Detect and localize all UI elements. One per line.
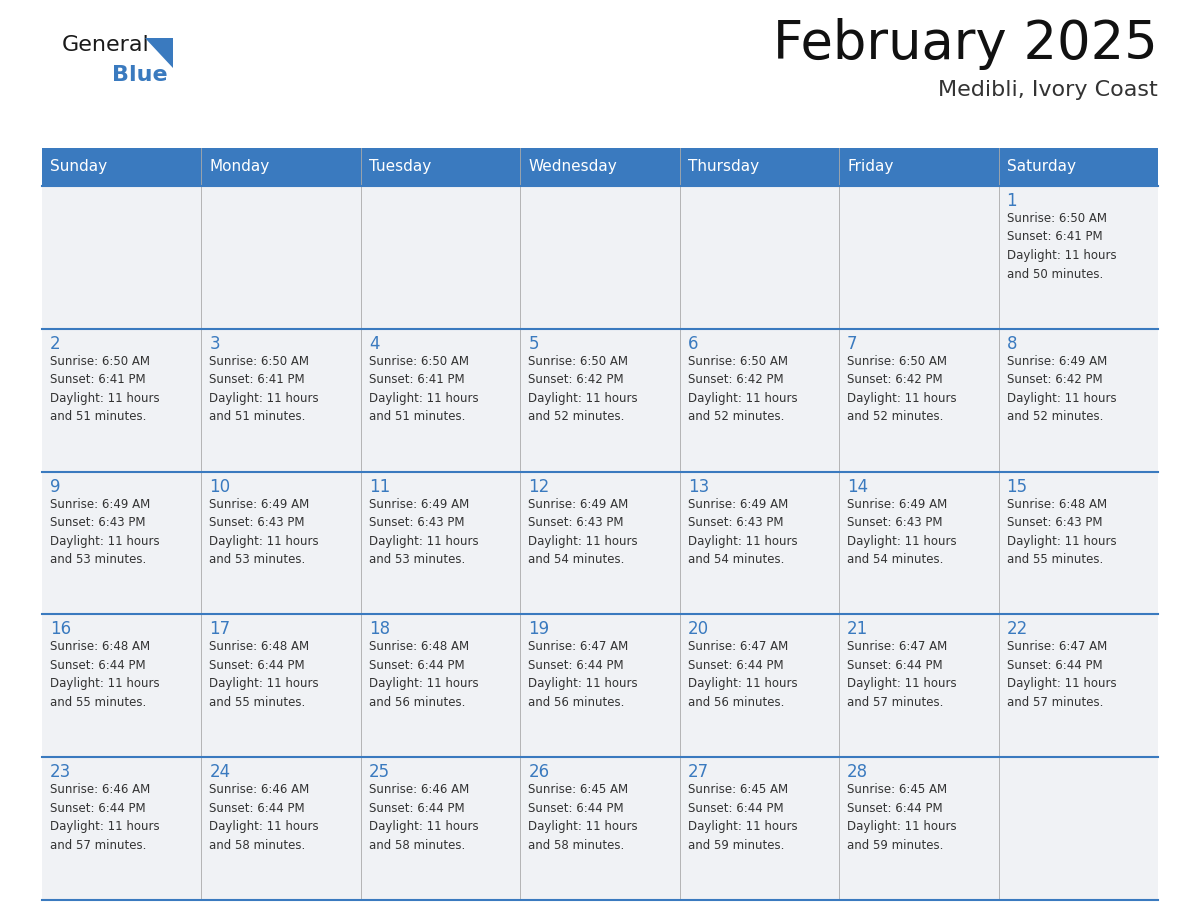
Bar xyxy=(42,148,1158,186)
Text: 6: 6 xyxy=(688,335,699,353)
Text: 12: 12 xyxy=(529,477,550,496)
Text: Sunrise: 6:49 AM
Sunset: 6:43 PM
Daylight: 11 hours
and 53 minutes.: Sunrise: 6:49 AM Sunset: 6:43 PM Dayligh… xyxy=(368,498,479,566)
Bar xyxy=(42,757,1158,900)
Text: 7: 7 xyxy=(847,335,858,353)
Text: Sunrise: 6:45 AM
Sunset: 6:44 PM
Daylight: 11 hours
and 59 minutes.: Sunrise: 6:45 AM Sunset: 6:44 PM Dayligh… xyxy=(688,783,797,852)
Text: 4: 4 xyxy=(368,335,379,353)
Text: 5: 5 xyxy=(529,335,538,353)
Text: 20: 20 xyxy=(688,621,709,638)
Text: 26: 26 xyxy=(529,763,549,781)
Text: Sunrise: 6:49 AM
Sunset: 6:42 PM
Daylight: 11 hours
and 52 minutes.: Sunrise: 6:49 AM Sunset: 6:42 PM Dayligh… xyxy=(1006,354,1117,423)
Text: Sunrise: 6:47 AM
Sunset: 6:44 PM
Daylight: 11 hours
and 56 minutes.: Sunrise: 6:47 AM Sunset: 6:44 PM Dayligh… xyxy=(529,641,638,709)
Text: 22: 22 xyxy=(1006,621,1028,638)
Text: Sunrise: 6:48 AM
Sunset: 6:44 PM
Daylight: 11 hours
and 55 minutes.: Sunrise: 6:48 AM Sunset: 6:44 PM Dayligh… xyxy=(50,641,159,709)
Text: Sunrise: 6:50 AM
Sunset: 6:41 PM
Daylight: 11 hours
and 51 minutes.: Sunrise: 6:50 AM Sunset: 6:41 PM Dayligh… xyxy=(368,354,479,423)
Text: Sunrise: 6:48 AM
Sunset: 6:43 PM
Daylight: 11 hours
and 55 minutes.: Sunrise: 6:48 AM Sunset: 6:43 PM Dayligh… xyxy=(1006,498,1117,566)
Text: Saturday: Saturday xyxy=(1006,160,1075,174)
Text: 13: 13 xyxy=(688,477,709,496)
Text: 10: 10 xyxy=(209,477,230,496)
Text: Sunrise: 6:48 AM
Sunset: 6:44 PM
Daylight: 11 hours
and 55 minutes.: Sunrise: 6:48 AM Sunset: 6:44 PM Dayligh… xyxy=(209,641,320,709)
Text: 18: 18 xyxy=(368,621,390,638)
Text: Sunrise: 6:46 AM
Sunset: 6:44 PM
Daylight: 11 hours
and 58 minutes.: Sunrise: 6:46 AM Sunset: 6:44 PM Dayligh… xyxy=(368,783,479,852)
Text: 25: 25 xyxy=(368,763,390,781)
Bar xyxy=(42,614,1158,757)
Text: Sunrise: 6:50 AM
Sunset: 6:41 PM
Daylight: 11 hours
and 51 minutes.: Sunrise: 6:50 AM Sunset: 6:41 PM Dayligh… xyxy=(209,354,320,423)
Text: Sunrise: 6:49 AM
Sunset: 6:43 PM
Daylight: 11 hours
and 54 minutes.: Sunrise: 6:49 AM Sunset: 6:43 PM Dayligh… xyxy=(688,498,797,566)
Text: Sunrise: 6:47 AM
Sunset: 6:44 PM
Daylight: 11 hours
and 57 minutes.: Sunrise: 6:47 AM Sunset: 6:44 PM Dayligh… xyxy=(847,641,956,709)
Text: Sunrise: 6:49 AM
Sunset: 6:43 PM
Daylight: 11 hours
and 53 minutes.: Sunrise: 6:49 AM Sunset: 6:43 PM Dayligh… xyxy=(209,498,320,566)
Text: Wednesday: Wednesday xyxy=(529,160,617,174)
Text: Sunrise: 6:50 AM
Sunset: 6:41 PM
Daylight: 11 hours
and 50 minutes.: Sunrise: 6:50 AM Sunset: 6:41 PM Dayligh… xyxy=(1006,212,1117,281)
Bar xyxy=(42,329,1158,472)
Text: 21: 21 xyxy=(847,621,868,638)
Text: 1: 1 xyxy=(1006,192,1017,210)
Text: 19: 19 xyxy=(529,621,549,638)
Bar xyxy=(42,186,1158,329)
Bar xyxy=(42,472,1158,614)
Text: 14: 14 xyxy=(847,477,868,496)
Text: 16: 16 xyxy=(50,621,71,638)
Text: 24: 24 xyxy=(209,763,230,781)
Text: Blue: Blue xyxy=(112,65,168,85)
Text: Sunrise: 6:49 AM
Sunset: 6:43 PM
Daylight: 11 hours
and 54 minutes.: Sunrise: 6:49 AM Sunset: 6:43 PM Dayligh… xyxy=(847,498,956,566)
Polygon shape xyxy=(145,38,173,68)
Text: 28: 28 xyxy=(847,763,868,781)
Text: Sunrise: 6:48 AM
Sunset: 6:44 PM
Daylight: 11 hours
and 56 minutes.: Sunrise: 6:48 AM Sunset: 6:44 PM Dayligh… xyxy=(368,641,479,709)
Text: 8: 8 xyxy=(1006,335,1017,353)
Text: 15: 15 xyxy=(1006,477,1028,496)
Text: Sunrise: 6:49 AM
Sunset: 6:43 PM
Daylight: 11 hours
and 53 minutes.: Sunrise: 6:49 AM Sunset: 6:43 PM Dayligh… xyxy=(50,498,159,566)
Text: Sunrise: 6:45 AM
Sunset: 6:44 PM
Daylight: 11 hours
and 58 minutes.: Sunrise: 6:45 AM Sunset: 6:44 PM Dayligh… xyxy=(529,783,638,852)
Text: Sunrise: 6:50 AM
Sunset: 6:42 PM
Daylight: 11 hours
and 52 minutes.: Sunrise: 6:50 AM Sunset: 6:42 PM Dayligh… xyxy=(529,354,638,423)
Text: Sunrise: 6:50 AM
Sunset: 6:41 PM
Daylight: 11 hours
and 51 minutes.: Sunrise: 6:50 AM Sunset: 6:41 PM Dayligh… xyxy=(50,354,159,423)
Text: Thursday: Thursday xyxy=(688,160,759,174)
Text: 17: 17 xyxy=(209,621,230,638)
Text: Sunrise: 6:49 AM
Sunset: 6:43 PM
Daylight: 11 hours
and 54 minutes.: Sunrise: 6:49 AM Sunset: 6:43 PM Dayligh… xyxy=(529,498,638,566)
Text: 9: 9 xyxy=(50,477,61,496)
Text: 27: 27 xyxy=(688,763,709,781)
Text: General: General xyxy=(62,35,150,55)
Text: 11: 11 xyxy=(368,477,390,496)
Text: 2: 2 xyxy=(50,335,61,353)
Text: Sunrise: 6:46 AM
Sunset: 6:44 PM
Daylight: 11 hours
and 58 minutes.: Sunrise: 6:46 AM Sunset: 6:44 PM Dayligh… xyxy=(209,783,320,852)
Text: Tuesday: Tuesday xyxy=(368,160,431,174)
Text: Sunrise: 6:50 AM
Sunset: 6:42 PM
Daylight: 11 hours
and 52 minutes.: Sunrise: 6:50 AM Sunset: 6:42 PM Dayligh… xyxy=(688,354,797,423)
Text: Monday: Monday xyxy=(209,160,270,174)
Text: Sunrise: 6:47 AM
Sunset: 6:44 PM
Daylight: 11 hours
and 57 minutes.: Sunrise: 6:47 AM Sunset: 6:44 PM Dayligh… xyxy=(1006,641,1117,709)
Text: Sunrise: 6:50 AM
Sunset: 6:42 PM
Daylight: 11 hours
and 52 minutes.: Sunrise: 6:50 AM Sunset: 6:42 PM Dayligh… xyxy=(847,354,956,423)
Text: Sunrise: 6:47 AM
Sunset: 6:44 PM
Daylight: 11 hours
and 56 minutes.: Sunrise: 6:47 AM Sunset: 6:44 PM Dayligh… xyxy=(688,641,797,709)
Text: 3: 3 xyxy=(209,335,220,353)
Text: Sunrise: 6:45 AM
Sunset: 6:44 PM
Daylight: 11 hours
and 59 minutes.: Sunrise: 6:45 AM Sunset: 6:44 PM Dayligh… xyxy=(847,783,956,852)
Text: Sunday: Sunday xyxy=(50,160,107,174)
Text: Friday: Friday xyxy=(847,160,893,174)
Text: February 2025: February 2025 xyxy=(773,18,1158,70)
Text: Sunrise: 6:46 AM
Sunset: 6:44 PM
Daylight: 11 hours
and 57 minutes.: Sunrise: 6:46 AM Sunset: 6:44 PM Dayligh… xyxy=(50,783,159,852)
Text: Medibli, Ivory Coast: Medibli, Ivory Coast xyxy=(939,80,1158,100)
Text: 23: 23 xyxy=(50,763,71,781)
